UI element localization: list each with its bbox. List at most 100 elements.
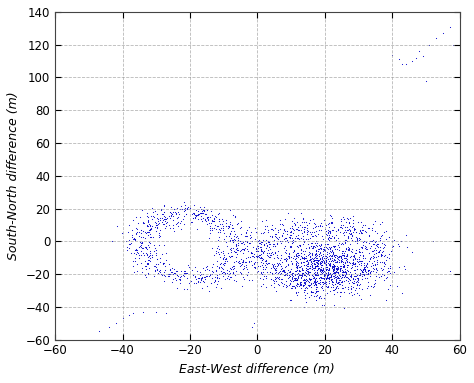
Point: [375, 248, 383, 254]
Point: [257, 255, 264, 261]
Point: [253, 252, 260, 259]
Point: [340, 255, 347, 262]
Point: [243, 243, 251, 249]
Point: [155, 234, 163, 240]
Point: [290, 253, 298, 259]
Point: [419, 53, 426, 59]
Point: [322, 244, 329, 250]
Point: [313, 238, 320, 244]
Point: [283, 228, 291, 234]
Point: [319, 262, 326, 268]
Point: [133, 214, 140, 220]
Point: [292, 260, 300, 266]
Point: [350, 259, 357, 265]
Point: [329, 249, 337, 255]
Point: [313, 263, 321, 269]
Point: [315, 252, 322, 259]
Point: [238, 240, 246, 246]
Point: [319, 255, 326, 261]
Point: [343, 274, 350, 280]
Point: [274, 255, 282, 262]
Point: [192, 276, 200, 282]
Point: [373, 238, 380, 244]
Point: [286, 235, 294, 241]
Point: [155, 230, 163, 236]
Point: [301, 219, 308, 225]
Point: [330, 253, 338, 259]
Point: [297, 256, 304, 262]
Point: [292, 277, 300, 283]
Point: [344, 275, 351, 281]
Point: [144, 257, 152, 263]
Point: [294, 236, 302, 242]
Point: [359, 226, 367, 232]
Point: [322, 264, 329, 270]
Point: [359, 242, 367, 248]
Point: [243, 255, 250, 261]
Point: [274, 262, 282, 268]
Point: [265, 244, 273, 250]
Point: [352, 229, 360, 235]
Point: [276, 268, 284, 274]
Point: [314, 283, 321, 290]
Point: [288, 285, 296, 291]
Point: [328, 277, 335, 283]
Point: [378, 240, 385, 246]
Point: [277, 276, 285, 282]
Point: [134, 226, 141, 232]
Point: [95, 328, 103, 334]
Point: [240, 241, 248, 247]
Point: [328, 255, 336, 261]
Point: [350, 267, 358, 273]
Point: [269, 227, 277, 233]
Point: [290, 277, 298, 283]
Point: [361, 266, 369, 272]
Point: [143, 244, 150, 250]
Point: [285, 250, 292, 256]
Point: [141, 263, 148, 269]
Point: [304, 257, 311, 263]
Point: [231, 231, 239, 237]
Point: [357, 267, 365, 273]
Point: [310, 282, 318, 288]
Point: [294, 234, 301, 241]
Point: [160, 216, 168, 222]
Point: [232, 278, 240, 284]
Point: [322, 275, 329, 281]
Point: [358, 230, 365, 236]
Point: [234, 247, 241, 253]
Point: [330, 265, 338, 272]
Point: [312, 242, 319, 248]
Point: [302, 270, 310, 276]
Point: [328, 258, 335, 264]
Point: [137, 243, 144, 249]
Point: [248, 262, 255, 268]
Point: [348, 224, 356, 231]
Point: [131, 258, 139, 264]
Point: [345, 234, 352, 240]
Point: [335, 272, 342, 278]
Point: [259, 271, 266, 277]
Point: [348, 232, 356, 238]
Point: [343, 252, 351, 258]
Point: [320, 276, 328, 282]
Point: [328, 265, 336, 271]
Point: [181, 286, 188, 292]
Point: [165, 273, 173, 279]
Point: [239, 246, 246, 252]
Point: [282, 258, 290, 264]
Point: [266, 268, 273, 275]
Point: [233, 249, 240, 255]
Point: [334, 226, 342, 232]
Point: [381, 252, 389, 258]
Point: [235, 260, 243, 266]
Point: [157, 205, 165, 211]
Point: [343, 264, 351, 270]
Point: [332, 279, 340, 285]
Point: [308, 284, 315, 290]
Point: [318, 256, 325, 262]
Point: [283, 278, 290, 285]
Point: [302, 253, 310, 259]
Point: [313, 288, 320, 295]
Point: [198, 275, 206, 281]
